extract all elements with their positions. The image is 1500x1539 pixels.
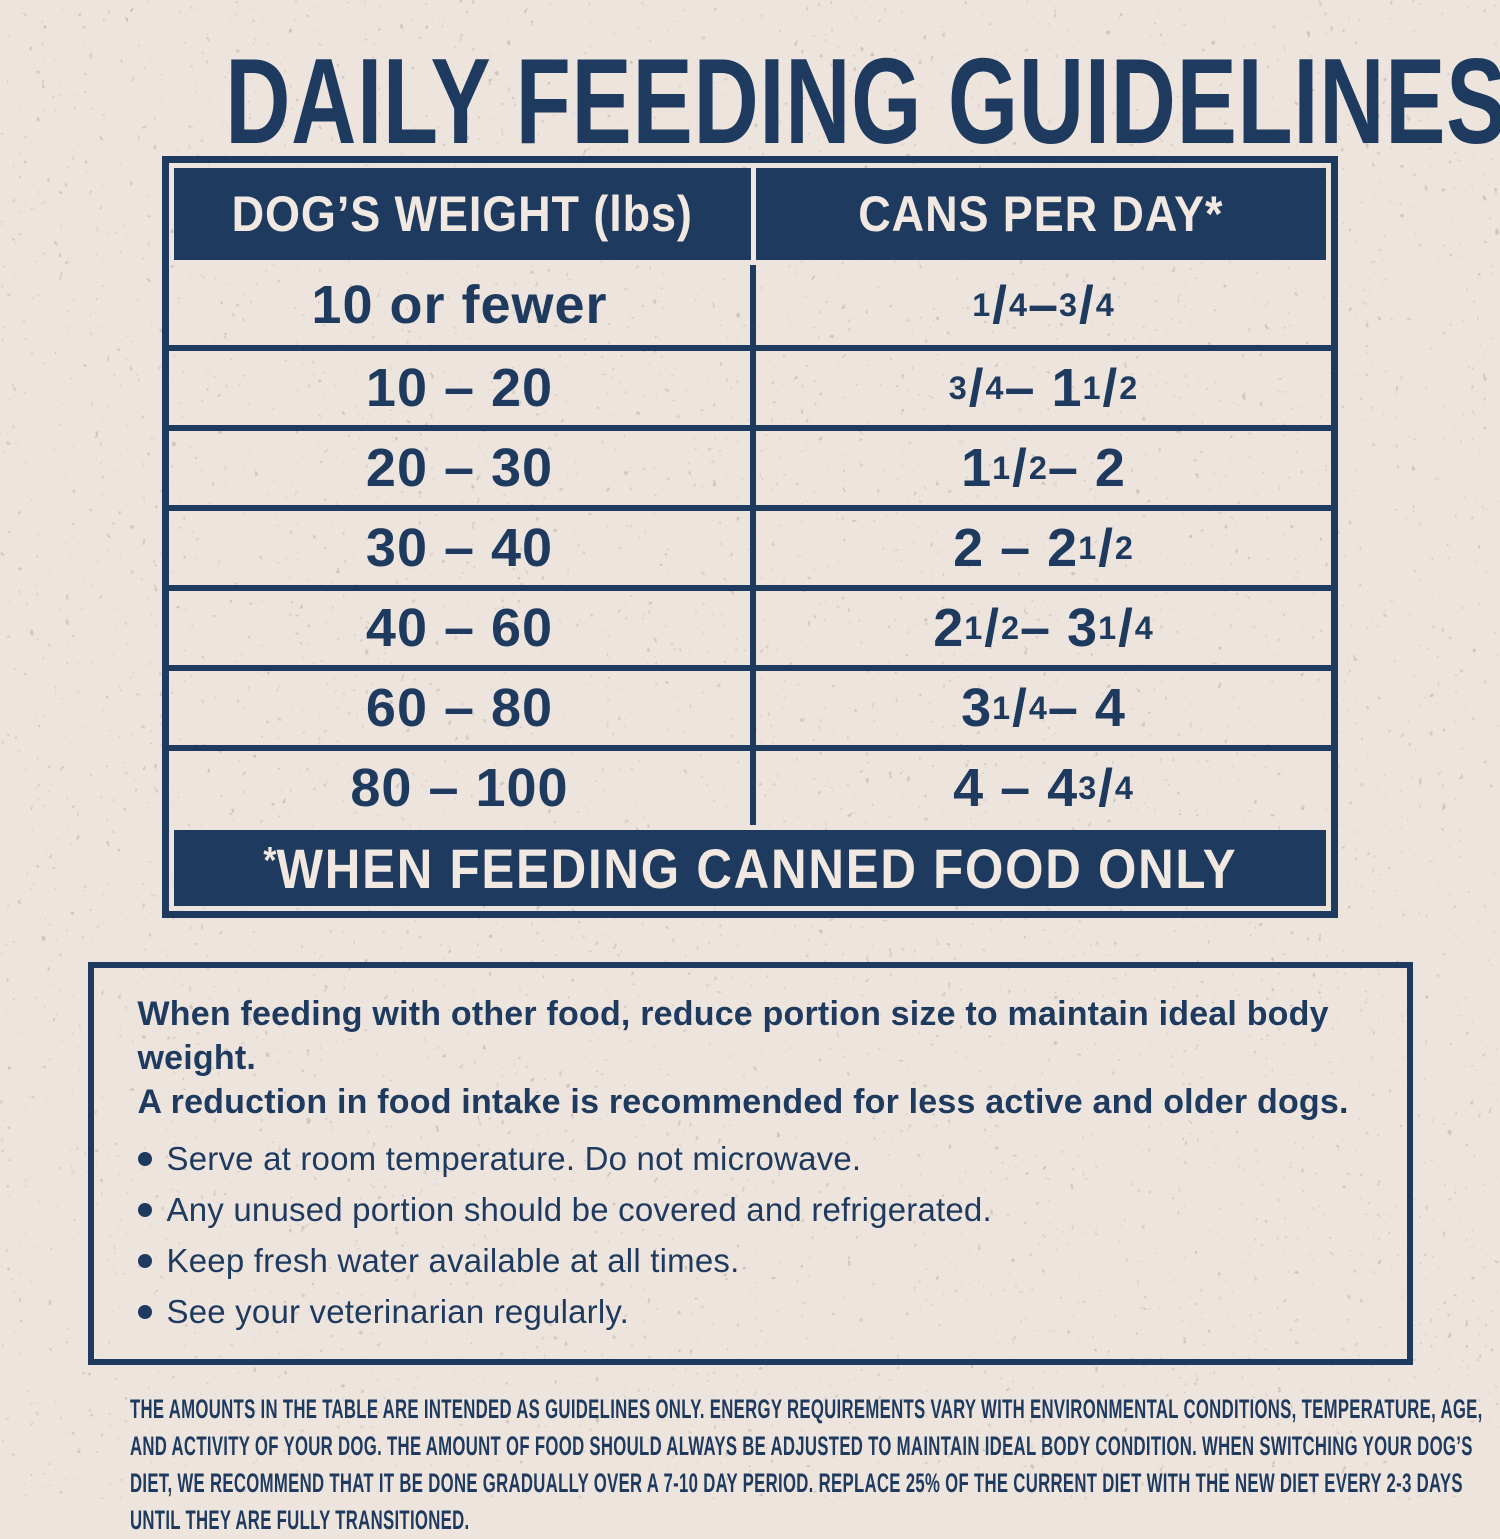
page-title: DAILY FEEDING GUIDELINES xyxy=(225,33,1500,169)
feeding-table: DOG’S WEIGHT (lbs) CANS PER DAY* 10 or f… xyxy=(162,156,1338,918)
weight-cell: 10 or fewer xyxy=(169,265,756,345)
disclaimer-text: THE AMOUNTS IN THE TABLE ARE INTENDED AS… xyxy=(130,1391,1500,1539)
bullet-dot-icon xyxy=(137,1254,152,1268)
weight-cell: 80 – 100 xyxy=(169,751,756,825)
bullet-text: Keep fresh water available at all times. xyxy=(166,1242,740,1279)
cans-cell: 3 1/4 – 4 xyxy=(961,678,1126,738)
bullet-text: See your veterinarian regularly. xyxy=(166,1293,630,1330)
table-row: 30 – 40 2 – 2 1/2 xyxy=(169,505,1331,585)
bullet-text: Serve at room temperature. Do not microw… xyxy=(166,1140,862,1177)
table-footnote-band: *WHEN FEEDING CANNED FOOD ONLY xyxy=(174,830,1326,906)
note-intro-line-1: When feeding with other food, reduce por… xyxy=(137,995,1329,1077)
weight-cell: 40 – 60 xyxy=(169,591,756,665)
weight-cell: 30 – 40 xyxy=(169,511,756,585)
weight-cell: 10 – 20 xyxy=(169,351,756,425)
care-bullet-item: See your veterinarian regularly. xyxy=(137,1293,1371,1331)
disclaimer-line: AND ACTIVITY OF YOUR DOG. THE AMOUNT OF … xyxy=(130,1431,1473,1461)
table-row: 10 or fewer 1/4 – 3/4 xyxy=(169,265,1331,345)
column-header-dogs-weight: DOG’S WEIGHT (lbs) xyxy=(174,168,756,260)
table-row: 60 – 80 3 1/4 – 4 xyxy=(169,665,1331,745)
disclaimer-line: DIET, WE RECOMMEND THAT IT BE DONE GRADU… xyxy=(130,1468,1463,1498)
feeding-guidelines-label: DAILY FEEDING GUIDELINES DOG’S WEIGHT (l… xyxy=(87,33,1500,1535)
cans-cell: 4 – 4 3/4 xyxy=(953,758,1134,818)
cans-cell: 1 1/2 – 2 xyxy=(961,438,1126,498)
cans-cell: 1/4 – 3/4 xyxy=(972,275,1115,335)
cans-cell: 2 – 2 1/2 xyxy=(953,518,1134,578)
care-bullet-list: Serve at room temperature. Do not microw… xyxy=(137,1140,1371,1331)
disclaimer-line: UNTIL THEY ARE FULLY TRANSITIONED. xyxy=(130,1505,470,1535)
table-row: 40 – 60 2 1/2 – 3 1/4 xyxy=(169,585,1331,665)
table-row: 10 – 20 3/4 – 1 1/2 xyxy=(169,345,1331,425)
table-header-row: DOG’S WEIGHT (lbs) CANS PER DAY* xyxy=(174,168,1326,260)
column-header-cans-per-day: CANS PER DAY* xyxy=(858,186,1224,242)
table-row: 20 – 30 1 1/2 – 2 xyxy=(169,425,1331,505)
bullet-dot-icon xyxy=(137,1152,152,1166)
feeding-notes-box: When feeding with other food, reduce por… xyxy=(87,962,1413,1365)
table-body: 10 or fewer 1/4 – 3/4 10 – 20 3/4 – 1 1/2 20… xyxy=(169,265,1331,825)
table-footnote-text: *WHEN FEEDING CANNED FOOD ONLY xyxy=(263,836,1237,900)
weight-cell: 20 – 30 xyxy=(169,431,756,505)
table-row: 80 – 100 4 – 4 3/4 xyxy=(169,745,1331,825)
bullet-dot-icon xyxy=(137,1203,152,1217)
note-intro-line-2: A reduction in food intake is recommende… xyxy=(137,1083,1349,1121)
bullet-text: Any unused portion should be covered and… xyxy=(166,1191,992,1228)
care-bullet-item: Keep fresh water available at all times. xyxy=(137,1242,1371,1280)
care-bullet-item: Serve at room temperature. Do not microw… xyxy=(137,1140,1371,1178)
bullet-dot-icon xyxy=(137,1305,152,1319)
care-bullet-item: Any unused portion should be covered and… xyxy=(137,1191,1371,1229)
disclaimer-line: THE AMOUNTS IN THE TABLE ARE INTENDED AS… xyxy=(130,1394,1483,1424)
cans-cell: 3/4 – 1 1/2 xyxy=(948,358,1139,418)
weight-cell: 60 – 80 xyxy=(169,671,756,745)
cans-cell: 2 1/2 – 3 1/4 xyxy=(933,598,1154,658)
